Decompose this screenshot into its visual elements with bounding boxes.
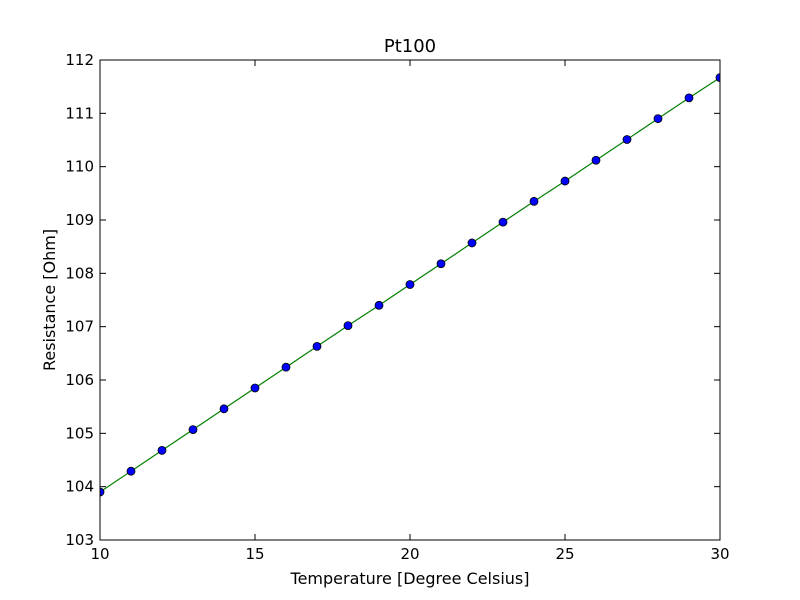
data-point [374,300,384,310]
data-point [715,73,720,82]
data-point [684,93,694,103]
data-point [157,445,167,455]
y-tick-label: 107 [65,318,94,336]
x-tick-label: 15 [245,545,264,563]
x-tick-label: 30 [710,545,729,563]
data-point [560,176,570,186]
y-axis-label: Resistance [Ohm] [40,229,59,371]
y-tick-label: 106 [65,371,94,389]
data-point [653,114,663,124]
y-tick-label: 111 [65,104,94,122]
data-point [188,425,198,435]
x-tick-label: 25 [555,545,574,563]
y-tick-label: 108 [65,264,94,282]
data-point [529,196,539,206]
y-tick-label: 110 [65,158,94,176]
data-point [312,341,322,351]
data-point [622,135,632,144]
data-markers [100,73,720,497]
data-point [498,217,508,227]
y-tick-label: 104 [65,478,94,496]
y-tick-label: 103 [65,531,94,549]
x-axis-label: Temperature [Degree Celsius] [290,569,530,588]
y-tick-label: 109 [65,211,94,229]
y-tick-label: 105 [65,424,94,442]
data-point [281,362,291,372]
data-point [219,404,229,414]
axes: 10 15 20 25 30 103 104 105 106 107 108 109 110 111 112 [65,51,729,563]
x-tick-label: 10 [90,545,109,563]
data-point [591,155,601,165]
chart-title: Pt100 [384,36,436,57]
data-point [467,238,477,248]
data-point [100,487,105,497]
x-tick-label: 20 [400,545,419,563]
y-tick-label: 112 [65,51,94,69]
data-point [343,321,353,331]
data-point [126,466,136,476]
data-point [436,259,446,269]
data-point [250,383,260,393]
data-point [405,280,415,289]
